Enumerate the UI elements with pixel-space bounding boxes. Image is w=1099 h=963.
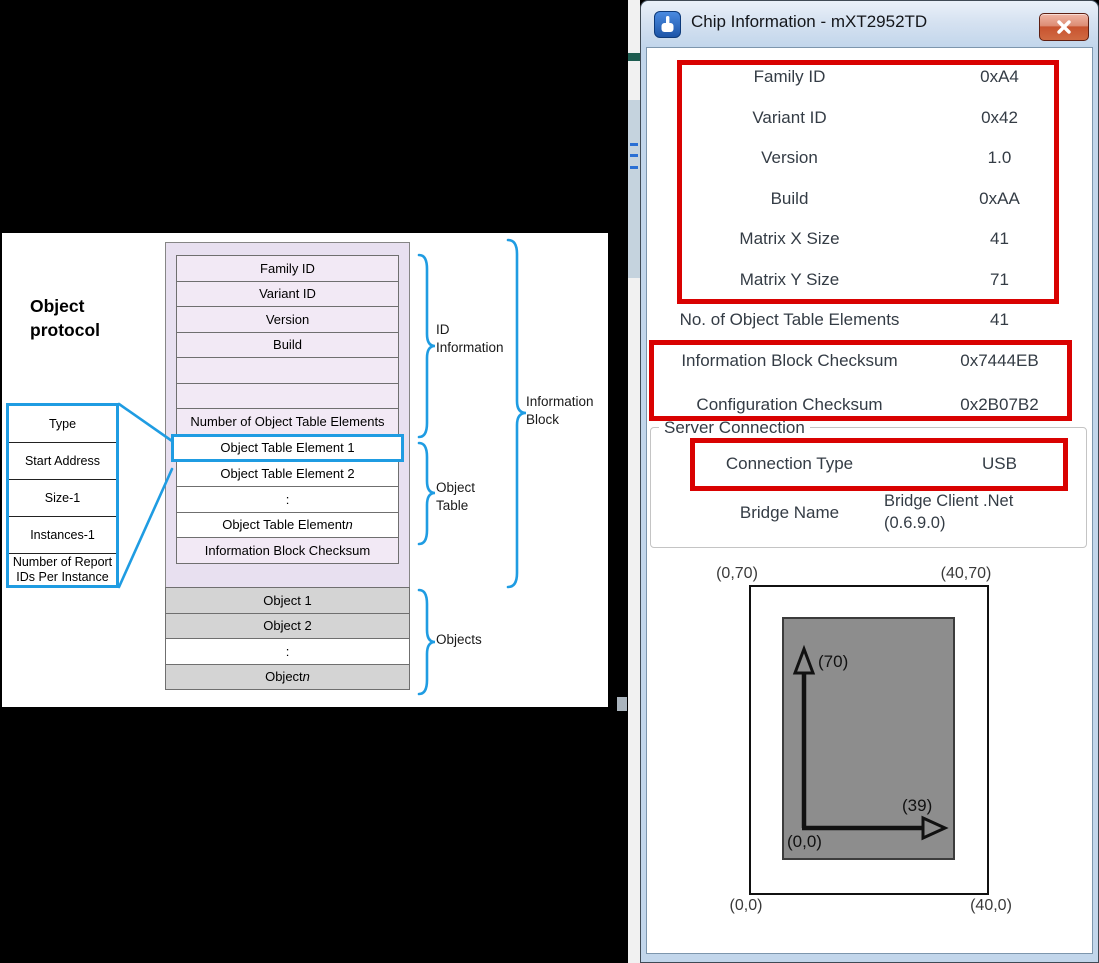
diagram-title: Object protocol — [30, 295, 100, 342]
row-variant-id: Variant ID — [176, 280, 399, 307]
field-row-build: Build 0xAA — [770, 189, 1020, 208]
row-build: Build — [176, 331, 399, 358]
element-field-report-ids: Number of Report IDs Per Instance — [12, 555, 113, 584]
element-field-instances: Instances-1 — [9, 517, 116, 554]
diagram-title-line2: protocol — [30, 319, 100, 340]
row-object-2: Object 2 — [165, 612, 410, 639]
objects-rows: Object 1 Object 2 : Object n — [165, 587, 410, 690]
sliver-gray-block — [628, 100, 640, 278]
close-button[interactable] — [1039, 13, 1089, 41]
row-family-id: Family ID — [176, 255, 399, 282]
object-table-element-structure: Type Start Address Size-1 Instances-1 Nu… — [6, 403, 119, 588]
information-block-brace — [506, 238, 527, 589]
window-titlebar[interactable]: Chip Information - mXT2952TD — [641, 1, 1098, 47]
id-information-brace — [417, 253, 436, 439]
field-row-matrix-y-size: Matrix Y Size 71 — [739, 270, 1009, 289]
row-information-block-checksum: Information Block Checksum — [176, 537, 399, 564]
field-row-version: Version 1.0 — [761, 148, 1012, 167]
highlight-box-connection-type — [690, 438, 1068, 491]
row-object-table-element-2: Object Table Element 2 — [176, 460, 399, 487]
objects-label: Objects — [436, 632, 482, 647]
row-object-1: Object 1 — [165, 587, 410, 614]
row-object-table-element-n: Object Table Element n — [176, 511, 399, 538]
background-window-sliver — [625, 0, 640, 963]
server-connection-groupbox — [650, 427, 1087, 548]
x-close-icon — [1057, 20, 1071, 34]
matrix-x-axis-max-label: (39) — [902, 796, 933, 815]
row-version: Version — [176, 306, 399, 333]
sliver-green-bar — [628, 53, 640, 61]
field-row-matrix-x-size: Matrix X Size 41 — [739, 229, 1009, 248]
field-row-configuration-checksum: Configuration Checksum 0x2B07B2 — [696, 395, 1039, 414]
diagram-title-line1: Object — [30, 296, 85, 316]
row-object-table-element-1-highlighted: Object Table Element 1 — [171, 433, 404, 462]
object-table-label: Object Table — [436, 480, 476, 513]
information-block-label: Information Block — [526, 394, 594, 427]
field-row-connection-type: Connection Type USB — [725, 454, 1017, 473]
server-connection-label: Server Connection — [659, 418, 810, 438]
bridge-name-value: Bridge Client .Net (0.6.9.0) — [884, 492, 1014, 532]
element-field-type: Type — [9, 406, 116, 443]
sliver-blue-dash — [630, 166, 638, 169]
highlight-box-id-fields — [677, 60, 1059, 304]
information-block-container: Family ID Variant ID Version Build Numbe… — [165, 242, 410, 588]
matrix-y-axis-max-label: (70) — [818, 652, 849, 671]
element-field-size: Size-1 — [9, 480, 116, 517]
id-information-label: ID Information — [436, 322, 504, 355]
window-title: Chip Information - mXT2952TD — [691, 12, 928, 31]
row-object-table-ellipsis: : — [176, 486, 399, 513]
field-row-bridge-name: Bridge Name — [739, 503, 840, 522]
matrix-corner-bottom-left: (0,0) — [729, 897, 763, 914]
row-empty-2 — [176, 382, 399, 409]
matrix-corner-bottom-right: (40,0) — [970, 897, 1012, 914]
field-row-information-block-checksum: Information Block Checksum 0x7444EB — [681, 351, 1039, 370]
matrix-corner-top-left: (0,70) — [716, 565, 758, 582]
touch-hand-icon — [654, 11, 681, 38]
matrix-inner-rect — [782, 617, 955, 860]
row-objects-ellipsis: : — [165, 638, 410, 665]
field-row-family-id: Family ID 0xA4 — [753, 67, 1019, 86]
sliver-blue-dash — [630, 154, 638, 157]
sliver-notch — [617, 697, 627, 711]
matrix-origin-label: (0,0) — [787, 832, 822, 851]
object-table-brace — [417, 441, 436, 546]
field-row-variant-id: Variant ID 0x42 — [752, 108, 1018, 127]
field-row-num-object-table-elements: No. of Object Table Elements 41 — [679, 310, 1009, 329]
object-protocol-diagram: Object protocol Type Start Address Size-… — [2, 233, 608, 707]
matrix-corner-top-right: (40,70) — [940, 565, 992, 582]
row-object-n: Object n — [165, 663, 410, 690]
element-field-start-address: Start Address — [9, 443, 116, 480]
row-empty-1 — [176, 357, 399, 384]
information-block-rows: Family ID Variant ID Version Build Numbe… — [171, 255, 404, 564]
chip-information-window: Chip Information - mXT2952TD Family ID 0x… — [640, 0, 1099, 963]
objects-brace — [417, 588, 436, 696]
row-num-object-table-elements: Number of Object Table Elements — [176, 408, 399, 435]
highlight-box-checksums — [649, 340, 1072, 421]
dialog-client-area: Family ID 0xA4 Variant ID 0x42 Version 1.0 … — [646, 47, 1093, 954]
sliver-blue-dash — [630, 143, 638, 146]
